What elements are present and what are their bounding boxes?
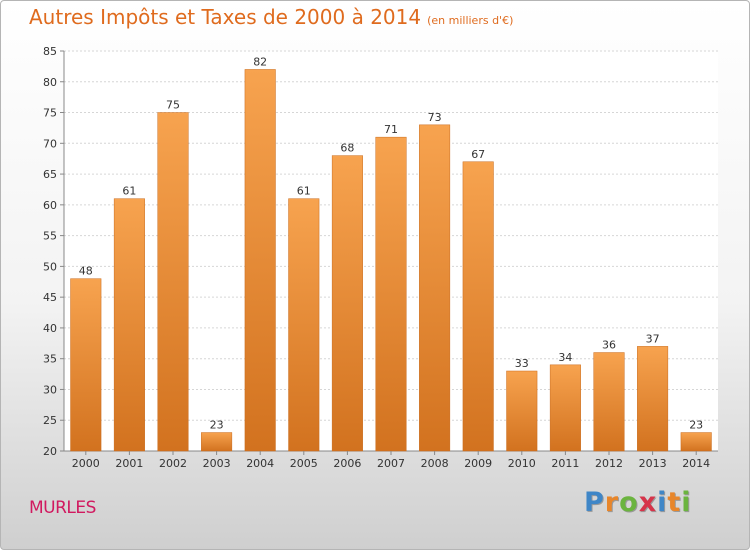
data-label: 36 — [602, 339, 616, 352]
y-tick-label: 20 — [43, 445, 57, 458]
data-label: 71 — [384, 123, 398, 136]
bar — [288, 198, 320, 452]
bar — [375, 136, 407, 452]
bar — [680, 432, 712, 452]
x-tick-label: 2011 — [551, 457, 579, 470]
bar — [157, 112, 189, 452]
town-name: MURLES — [29, 498, 96, 518]
y-tick-label: 45 — [43, 291, 57, 304]
data-label: 75 — [166, 99, 180, 112]
data-label: 34 — [558, 351, 572, 364]
y-tick-label: 70 — [43, 137, 57, 150]
x-tick-label: 2008 — [421, 457, 449, 470]
y-tick-label: 80 — [43, 76, 57, 89]
data-label: 33 — [515, 357, 529, 370]
bar — [244, 69, 276, 452]
bar — [549, 364, 581, 452]
bar — [113, 198, 145, 452]
bar — [462, 161, 494, 452]
bar — [70, 278, 102, 452]
y-tick-label: 65 — [43, 168, 57, 181]
bar — [331, 155, 363, 452]
bar — [637, 346, 669, 452]
y-tick-label: 25 — [43, 414, 57, 427]
bar — [419, 124, 451, 452]
bar — [201, 432, 233, 452]
y-tick-label: 55 — [43, 230, 57, 243]
data-label: 73 — [428, 111, 442, 124]
x-tick-label: 2006 — [333, 457, 361, 470]
bar — [593, 352, 625, 452]
y-tick-label: 60 — [43, 199, 57, 212]
x-tick-label: 2009 — [464, 457, 492, 470]
y-tick-label: 30 — [43, 383, 57, 396]
x-tick-label: 2014 — [682, 457, 710, 470]
x-tick-label: 2002 — [159, 457, 187, 470]
data-label: 37 — [646, 332, 660, 345]
chart-title: Autres Impôts et Taxes de 2000 à 2014 (en… — [29, 5, 513, 29]
x-tick-label: 2012 — [595, 457, 623, 470]
logo-letter: P — [584, 487, 605, 518]
data-label: 68 — [340, 142, 354, 155]
x-tick-label: 2004 — [246, 457, 274, 470]
data-label: 82 — [253, 55, 267, 68]
y-tick-label: 75 — [43, 107, 57, 120]
x-tick-label: 2003 — [203, 457, 231, 470]
logo-letter: x — [638, 487, 658, 518]
data-label: 23 — [689, 419, 703, 432]
data-label: 48 — [79, 265, 93, 278]
data-label: 61 — [122, 185, 136, 198]
logo-letter: o — [619, 487, 639, 518]
logo-letter: t — [667, 487, 682, 518]
data-label: 67 — [471, 148, 485, 161]
x-tick-label: 2005 — [290, 457, 318, 470]
logo-letter: i — [657, 487, 668, 518]
chart-subtitle: (en milliers d'€) — [427, 14, 514, 27]
x-tick-label: 2013 — [639, 457, 667, 470]
y-tick-label: 50 — [43, 260, 57, 273]
data-label: 61 — [297, 185, 311, 198]
logo-letter: r — [604, 487, 620, 518]
y-tick-label: 40 — [43, 322, 57, 335]
chart-title-main: Autres Impôts et Taxes de 2000 à 2014 — [29, 5, 422, 29]
y-tick-label: 35 — [43, 353, 57, 366]
bar — [506, 370, 538, 452]
y-tick-label: 85 — [43, 45, 57, 58]
logo-letter: i — [681, 487, 692, 518]
x-tick-label: 2010 — [508, 457, 536, 470]
x-tick-label: 2001 — [115, 457, 143, 470]
x-tick-label: 2000 — [72, 457, 100, 470]
data-label: 23 — [210, 419, 224, 432]
proxiti-logo: Proxiti — [584, 487, 692, 518]
x-tick-label: 2007 — [377, 457, 405, 470]
